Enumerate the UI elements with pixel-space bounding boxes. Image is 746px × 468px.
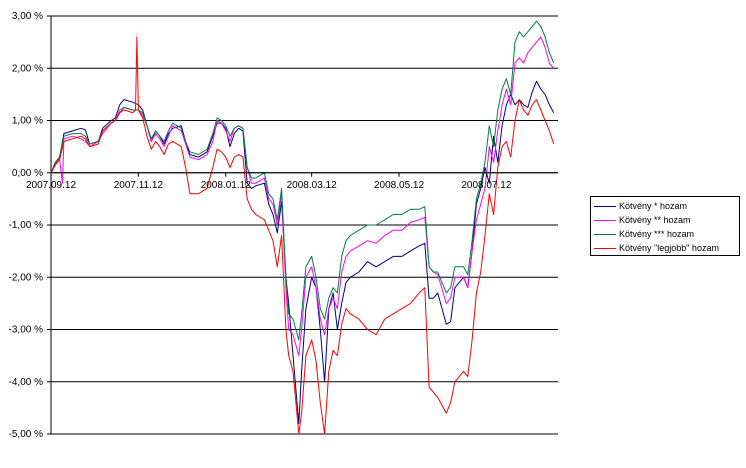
legend-label: Kötvény *** hozam xyxy=(619,229,695,239)
legend-label: Kötvény ** hozam xyxy=(619,215,691,225)
legend-swatch xyxy=(594,205,616,207)
x-tick-label: 2007.11.12 xyxy=(114,180,164,191)
x-axis-ticks: 2007.09.12 2007.11.12 2008.01.12 2008.03.12… xyxy=(26,172,558,191)
y-tick-label: 2,00 % xyxy=(12,63,43,74)
legend-item-series-4: Kötvény "legjobb" hozam xyxy=(594,241,739,255)
x-tick-label: 2008.07.12 xyxy=(461,180,511,191)
y-tick-label: 1,00 % xyxy=(12,116,43,127)
series-lines xyxy=(50,20,555,435)
x-tick-label: 2008.05.12 xyxy=(374,180,424,191)
legend-label: Kötvény "legjobb" hozam xyxy=(619,243,719,253)
y-axis-ticks: 3,00 % 2,00 % 1,00 % 0,00 % -1,00 % -2,00 % -3… xyxy=(9,11,51,440)
legend-label: Kötvény * hozam xyxy=(619,201,688,211)
y-tick-label: -2,00 % xyxy=(9,272,44,283)
series-line-3 xyxy=(50,20,555,341)
y-tick-label: -5,00 % xyxy=(9,429,44,440)
legend-swatch xyxy=(594,219,616,221)
y-tick-label: -1,00 % xyxy=(9,220,44,231)
series-line-4 xyxy=(50,36,555,435)
y-tick-label: 0,00 % xyxy=(12,168,43,179)
legend-item-series-1: Kötvény * hozam xyxy=(594,199,739,213)
legend-swatch xyxy=(594,233,616,235)
y-tick-label: 3,00 % xyxy=(12,11,43,22)
y-tick-label: -3,00 % xyxy=(9,325,44,336)
series-line-1 xyxy=(50,80,555,425)
legend-item-series-2: Kötvény ** hozam xyxy=(594,213,739,227)
legend: Kötvény * hozam Kötvény ** hozam Kötvény… xyxy=(590,196,740,256)
x-tick-label: 2008.03.12 xyxy=(287,180,337,191)
legend-item-series-3: Kötvény *** hozam xyxy=(594,227,739,241)
x-tick-label: 2008.01.12 xyxy=(201,180,251,191)
y-tick-label: -4,00 % xyxy=(9,377,44,388)
legend-swatch xyxy=(594,247,616,249)
x-tick-label: 2007.09.12 xyxy=(26,180,76,191)
